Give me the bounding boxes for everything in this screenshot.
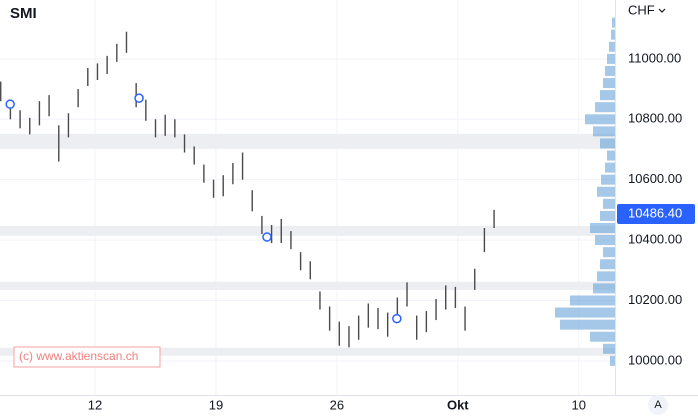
volume-profile-bar	[600, 210, 615, 221]
y-tick-label: 10000.00	[628, 352, 682, 367]
y-tick-label: 10200.00	[628, 292, 682, 307]
volume-profile-bar	[601, 174, 615, 185]
volume-profile-bar	[611, 29, 615, 40]
volume-profile-bar	[607, 53, 615, 64]
volume-profile-bar	[590, 223, 615, 234]
last-price-box	[617, 203, 695, 224]
y-tick-label: 11000.00	[628, 50, 681, 65]
watermark: (c) www.aktienscan.ch	[19, 349, 138, 363]
support-zone	[0, 281, 615, 290]
volume-profile-bar	[555, 307, 615, 318]
x-tick-label: 26	[330, 397, 344, 412]
currency-label: CHF	[628, 2, 655, 17]
support-zone	[0, 133, 615, 149]
scale-button[interactable]	[648, 395, 668, 415]
volume-profile-bar	[603, 343, 615, 354]
volume-profile-bar	[600, 90, 615, 101]
volume-profile-bar	[570, 295, 615, 306]
volume-profile-bar	[560, 319, 615, 330]
x-tick-label: 10	[571, 397, 585, 412]
x-tick-label: 19	[209, 397, 223, 412]
x-tick-label: Okt	[447, 397, 469, 412]
y-tick-label: 10800.00	[628, 111, 682, 126]
volume-profile-bar	[595, 235, 615, 246]
support-zone	[0, 347, 615, 356]
event-marker	[262, 232, 272, 242]
last-price-label: 10486.40	[628, 205, 682, 220]
volume-profile-bar	[595, 102, 615, 113]
volume-profile-bar	[607, 150, 615, 161]
y-tick-label: 10600.00	[628, 171, 682, 186]
volume-profile-bar	[612, 17, 615, 28]
volume-profile-bar	[603, 198, 615, 209]
volume-profile-bar	[597, 186, 615, 197]
event-marker	[134, 93, 144, 103]
x-tick-label: 12	[88, 397, 102, 412]
volume-profile-bar	[609, 41, 615, 52]
currency-chevron	[658, 8, 666, 13]
volume-profile-bar	[593, 126, 615, 137]
volume-profile-bar	[605, 65, 615, 76]
volume-profile-bar	[600, 138, 615, 149]
volume-profile-bar	[610, 355, 615, 366]
volume-profile-bar	[603, 78, 615, 89]
volume-profile-bar	[593, 283, 615, 294]
event-marker	[5, 99, 15, 109]
volume-profile-bar	[585, 114, 615, 125]
scale-button-label[interactable]: A	[654, 399, 662, 411]
watermark-box	[13, 346, 161, 368]
volume-profile-bar	[600, 259, 615, 270]
event-marker	[392, 313, 402, 324]
support-zone	[0, 225, 615, 236]
chart-title: SMI	[10, 5, 37, 22]
volume-profile-bar	[603, 247, 615, 258]
volume-profile-bar	[597, 271, 615, 282]
y-tick-label: 10400.00	[628, 232, 682, 247]
volume-profile-bar	[605, 162, 615, 173]
volume-profile-bar	[590, 331, 615, 342]
